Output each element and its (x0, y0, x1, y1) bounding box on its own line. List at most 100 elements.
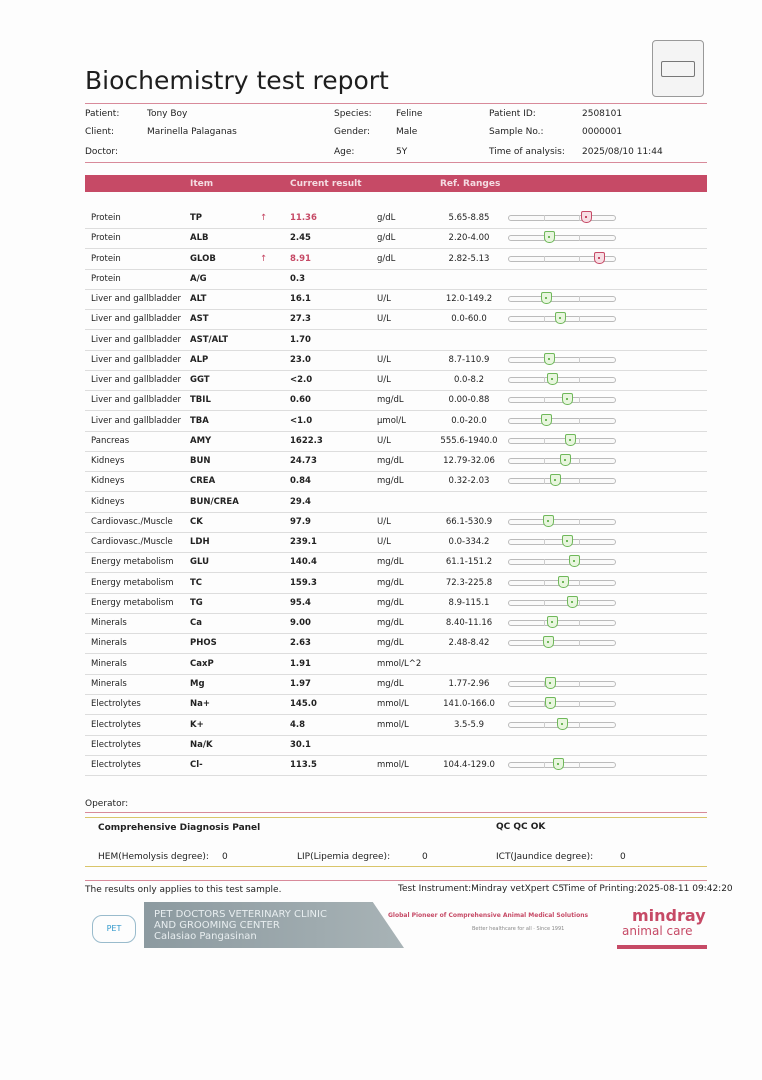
hem-value: 0 (222, 852, 228, 862)
qc-status: QC QC OK (496, 822, 546, 832)
ref-range: 0.0-60.0 (451, 314, 487, 325)
ref-range: 66.1-530.9 (445, 516, 493, 527)
range-bar (508, 758, 616, 771)
gender-label: Gender: (334, 127, 371, 137)
ref-range: 141.0-166.0 (443, 699, 495, 710)
header-item: Item (190, 179, 214, 189)
item-code: TBIL (190, 395, 211, 406)
result-marker-icon (545, 676, 557, 689)
range-bar (508, 717, 616, 730)
table-row: Kidneys BUN 24.73 mg/dL 12.79-32.06 (85, 451, 707, 473)
page-title: Biochemistry test report (85, 66, 389, 95)
table-row: Kidneys CREA 0.84 mg/dL 0.32-2.03 (85, 471, 707, 493)
result-marker-icon (547, 616, 559, 629)
time-label: Time of analysis: (489, 147, 565, 157)
item-code: TC (190, 577, 203, 588)
result-value: 113.5 (290, 760, 317, 771)
table-row: Pancreas AMY 1622.3 U/L 555.6-1940.0 (85, 431, 707, 452)
range-bar (508, 595, 616, 608)
table-row: Electrolytes Na/K 30.1 (85, 735, 707, 756)
animal-care-logo: animal care (622, 924, 693, 938)
table-row: Kidneys BUN/CREA 29.4 (85, 492, 707, 513)
result-value: 23.0 (290, 354, 311, 365)
doctor-label: Doctor: (85, 147, 118, 157)
analyzer-device-icon (652, 40, 704, 97)
range-bar (508, 312, 616, 325)
category: Minerals (91, 658, 127, 669)
result-value: 27.3 (290, 314, 311, 325)
result-marker-icon (543, 636, 555, 649)
result-value: 1.70 (290, 334, 311, 345)
result-value: <2.0 (290, 375, 313, 386)
item-code: GGT (190, 375, 210, 386)
result-value: 4.8 (290, 719, 306, 730)
result-marker-icon (547, 373, 559, 386)
ref-range: 61.1-151.2 (445, 557, 493, 568)
result-marker-icon (544, 231, 556, 244)
ref-range: 72.3-225.8 (445, 577, 493, 588)
category: Cardiovasc./Muscle (91, 516, 173, 527)
item-code: BUN/CREA (190, 496, 239, 507)
item-code: CK (190, 516, 203, 527)
item-code: TG (190, 597, 203, 608)
clinic-name-panel: PET DOCTORS VETERINARY CLINIC AND GROOMI… (144, 902, 404, 948)
header-result: Current result (290, 179, 362, 189)
ref-range: 0.00-0.88 (448, 395, 490, 406)
result-marker-icon (557, 717, 568, 730)
result-marker-icon (581, 211, 593, 223)
table-row: Liver and gallbladder AST 27.3 U/L 0.0-6… (85, 309, 707, 331)
item-code: Mg (190, 678, 205, 689)
gender-value: Male (396, 127, 418, 137)
clinic-line1: PET DOCTORS VETERINARY CLINIC (154, 909, 327, 920)
unit: U/L (377, 375, 391, 386)
ref-range: 8.9-115.1 (448, 597, 490, 608)
item-code: GLOB (190, 253, 216, 264)
range-bar (508, 535, 616, 548)
range-bar (508, 413, 616, 426)
category: Minerals (91, 678, 127, 689)
sample-value: 0000001 (582, 127, 623, 137)
item-code: AMY (190, 435, 212, 446)
lip-value: 0 (422, 852, 428, 862)
ref-range: 12.79-32.06 (443, 456, 495, 467)
unit: U/L (377, 516, 391, 527)
instrument: Test Instrument:Mindray vetXpert C5 (398, 884, 565, 894)
item-code: CaxP (190, 658, 214, 669)
table-row: Cardiovasc./Muscle CK 97.9 U/L 66.1-530.… (85, 512, 707, 533)
table-row: Electrolytes Na+ 145.0 mmol/L 141.0-166.… (85, 694, 707, 716)
table-row: Energy metabolism GLU 140.4 mg/dL 61.1-1… (85, 552, 707, 574)
ict-label: ICT(Jaundice degree): (496, 852, 594, 862)
lip-label: LIP(Lipemia degree): (297, 852, 391, 862)
item-code: TBA (190, 415, 209, 426)
item-code: Na+ (190, 699, 210, 710)
category: Protein (91, 233, 121, 244)
disclaimer: The results only applies to this test sa… (85, 885, 282, 895)
category: Liver and gallbladder (91, 294, 182, 305)
result-value: 97.9 (290, 516, 311, 527)
item-code: PHOS (190, 638, 217, 649)
result-value: 1622.3 (290, 435, 323, 446)
unit: mg/dL (377, 395, 404, 406)
table-row: Electrolytes Cl- 113.5 mmol/L 104.4-129.… (85, 755, 707, 777)
hem-label: HEM(Hemolysis degree): (98, 852, 209, 862)
category: Liver and gallbladder (91, 334, 182, 345)
range-bar (508, 211, 616, 223)
ref-range: 0.32-2.03 (448, 476, 490, 487)
ref-range: 12.0-149.2 (445, 294, 493, 305)
category: Electrolytes (91, 760, 141, 771)
range-bar (508, 231, 616, 244)
unit: mg/dL (377, 597, 404, 608)
ref-range: 2.20-4.00 (448, 233, 490, 244)
item-code: ALT (190, 294, 207, 305)
age-label: Age: (334, 147, 355, 157)
species-label: Species: (334, 109, 372, 119)
result-value: 0.3 (290, 273, 306, 284)
result-marker-icon (562, 535, 574, 548)
unit: mg/dL (377, 678, 404, 689)
table-row: Liver and gallbladder ALP 23.0 U/L 8.7-1… (85, 350, 707, 371)
table-row: Liver and gallbladder GGT <2.0 U/L 0.0-8… (85, 370, 707, 392)
category: Kidneys (91, 476, 125, 487)
high-arrow-icon: ↑ (260, 213, 268, 223)
ref-range: 2.48-8.42 (448, 638, 490, 649)
result-value: 30.1 (290, 739, 311, 750)
